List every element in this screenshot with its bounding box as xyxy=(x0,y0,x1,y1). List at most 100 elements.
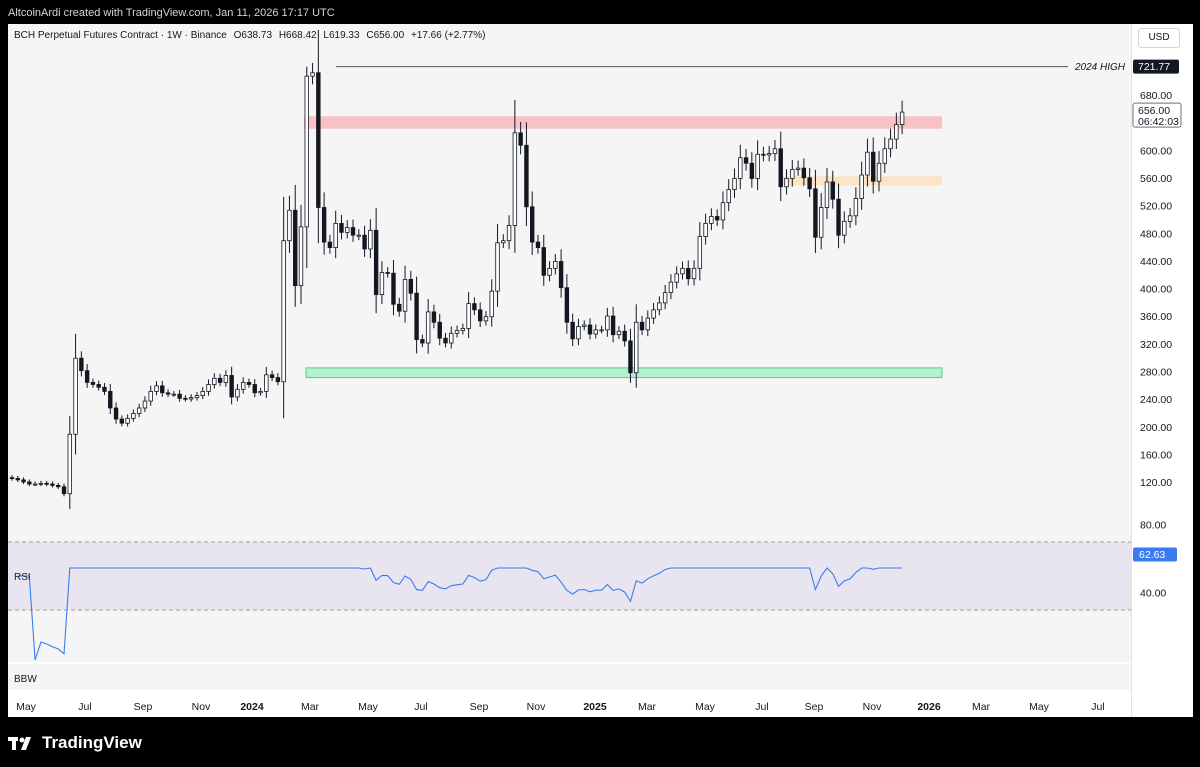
candle-body xyxy=(61,486,67,495)
time-axis-label: May xyxy=(695,701,716,713)
candle xyxy=(645,310,650,337)
candle-body xyxy=(200,390,205,396)
candle xyxy=(564,273,570,334)
candle-body xyxy=(73,357,78,435)
candle-body xyxy=(206,384,211,392)
candle-body xyxy=(368,229,373,250)
candle xyxy=(183,395,188,402)
candle xyxy=(506,215,512,250)
candle xyxy=(339,214,344,240)
candle xyxy=(148,385,153,406)
candle-countdown: 06:42:03 xyxy=(1138,116,1179,128)
price-scale[interactable] xyxy=(1131,24,1193,717)
candle xyxy=(454,325,460,338)
candle xyxy=(518,121,523,155)
candle-body xyxy=(761,153,766,156)
candle-body xyxy=(408,279,414,294)
candle xyxy=(21,477,26,485)
price-tick-label: 320.00 xyxy=(1140,339,1172,351)
time-axis-label: May xyxy=(358,701,379,713)
time-axis-label: Jul xyxy=(78,701,91,713)
candle-body xyxy=(264,374,269,392)
candle xyxy=(680,261,685,280)
candle xyxy=(177,390,182,402)
candle xyxy=(293,184,298,307)
candle xyxy=(206,379,211,396)
candle xyxy=(385,267,390,278)
candle-body xyxy=(894,124,899,140)
candle xyxy=(316,29,321,244)
candle xyxy=(807,168,812,197)
price-tick-label: 200.00 xyxy=(1140,422,1172,434)
symbol-name[interactable]: BCH Perpetual Futures Contract · 1W · Bi… xyxy=(14,30,227,41)
candle xyxy=(165,389,171,398)
last-price: 656.00 xyxy=(1138,105,1170,117)
high-line-label: 2024 HIGH xyxy=(1074,62,1126,73)
candle xyxy=(9,475,15,481)
candle xyxy=(310,62,315,85)
candle xyxy=(766,145,772,162)
candle-body xyxy=(258,390,263,394)
time-axis-label: Nov xyxy=(527,701,546,713)
time-axis-label: 2026 xyxy=(917,701,941,713)
candle-body xyxy=(738,157,743,179)
candle xyxy=(472,297,477,316)
candle-body xyxy=(79,357,84,372)
candle xyxy=(229,366,234,405)
candle xyxy=(651,302,656,324)
candle-body xyxy=(709,216,714,224)
candle-body xyxy=(714,216,720,221)
time-axis[interactable] xyxy=(8,692,1131,717)
candle xyxy=(622,324,627,347)
candle-body xyxy=(373,229,379,296)
candle xyxy=(194,391,200,401)
price-pane[interactable] xyxy=(8,24,1131,564)
candle-body xyxy=(379,272,385,296)
candle xyxy=(304,66,309,269)
candle xyxy=(188,394,194,402)
candle-body xyxy=(871,151,876,182)
candle-body xyxy=(524,144,529,208)
candle-body xyxy=(171,393,177,396)
candle-body xyxy=(610,315,616,336)
candle xyxy=(582,320,587,331)
legend-low: L619.33 xyxy=(323,30,360,41)
rsi-pane[interactable] xyxy=(8,564,1131,662)
candle xyxy=(853,187,859,226)
candle-body xyxy=(84,370,90,383)
candle xyxy=(32,481,38,487)
candle-body xyxy=(795,167,801,170)
legend-change: +17.66 (+2.77%) xyxy=(410,30,486,41)
bbw-pane[interactable] xyxy=(8,664,1131,690)
candle-body xyxy=(576,326,581,340)
candle xyxy=(466,292,471,339)
candle xyxy=(67,415,72,510)
candle-body xyxy=(420,339,425,344)
candle-body xyxy=(212,377,217,385)
candle-body xyxy=(56,485,61,488)
candle-body xyxy=(431,311,437,323)
candle xyxy=(570,313,575,346)
candle-body xyxy=(483,316,489,322)
candle xyxy=(252,379,257,398)
candle-body xyxy=(703,223,708,237)
candle xyxy=(437,313,442,346)
price-tick-label: 480.00 xyxy=(1140,228,1172,240)
attribution-text: AltcoinArdi created with TradingView.com… xyxy=(8,7,335,19)
currency-button[interactable]: USD xyxy=(1138,28,1180,48)
price-tick-label: 680.00 xyxy=(1140,90,1172,102)
candle xyxy=(414,276,419,354)
price-tick-label: 120.00 xyxy=(1140,477,1172,489)
candle-body xyxy=(657,302,662,311)
candle xyxy=(90,378,96,388)
candle-body xyxy=(772,148,778,154)
candle-body xyxy=(512,132,518,226)
candle xyxy=(477,302,483,328)
time-axis-label: Sep xyxy=(134,701,153,713)
candle xyxy=(801,158,807,186)
candle xyxy=(119,415,125,427)
candle xyxy=(431,304,437,329)
candle xyxy=(489,279,494,327)
candle-body xyxy=(593,329,598,335)
candle xyxy=(345,220,350,239)
